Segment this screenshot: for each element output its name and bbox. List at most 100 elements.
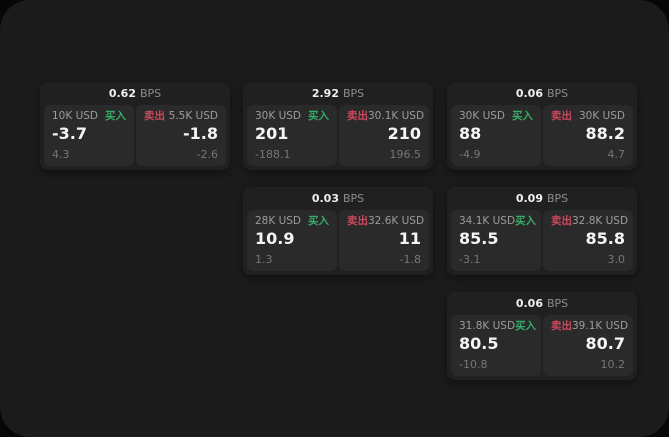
bps-unit-label: BPS (139, 87, 162, 100)
quote-card: 0.06 BPS 30K USD 买入 88 -4.9 卖出 30K USD 8… (447, 82, 637, 170)
buy-button[interactable]: 买入 (515, 320, 537, 332)
sell-panel-top: 卖出 5.5K USD (144, 110, 218, 123)
sell-amount-label: 32.8K USD (572, 215, 629, 227)
buy-panel[interactable]: 34.1K USD 买入 85.5 -3.1 (451, 210, 541, 271)
sell-price: -1.8 (183, 123, 218, 143)
bps-unit-label: BPS (546, 87, 569, 100)
quote-card: 0.03 BPS 28K USD 买入 10.9 1.3 卖出 32.6K US… (243, 187, 433, 275)
buy-panel-top: 28K USD 买入 (255, 215, 329, 228)
sell-panel[interactable]: 卖出 30.1K USD 210 196.5 (339, 105, 429, 166)
buy-sub-value: -3.1 (459, 252, 481, 266)
buy-amount-label: 28K USD (255, 215, 302, 227)
buy-panel[interactable]: 28K USD 买入 10.9 1.3 (247, 210, 337, 271)
bps-unit-label: BPS (546, 297, 569, 310)
sell-button[interactable]: 卖出 (347, 110, 368, 122)
sell-amount-label: 30.1K USD (368, 110, 425, 122)
bps-value: 0.62 (108, 87, 136, 100)
card-header: 0.09 BPS (447, 187, 637, 210)
sell-price: 85.8 (585, 228, 625, 248)
bps-value: 0.03 (311, 192, 339, 205)
sell-sub-value: 196.5 (389, 147, 422, 161)
quote-card: 0.62 BPS 10K USD 买入 -3.7 4.3 卖出 5.5K USD… (40, 82, 230, 170)
bps-value: 0.06 (515, 87, 543, 100)
bps-unit-label: BPS (342, 192, 365, 205)
quote-card: 2.92 BPS 30K USD 买入 201 -188.1 卖出 30.1K … (243, 82, 433, 170)
card-header: 0.06 BPS (447, 82, 637, 105)
sell-button[interactable]: 卖出 (144, 110, 165, 122)
sell-sub-value: -2.6 (196, 147, 218, 161)
sell-panel-top: 卖出 39.1K USD (551, 320, 629, 333)
buy-panel-top: 31.8K USD 买入 (459, 320, 537, 333)
sell-panel-top: 卖出 30.1K USD (347, 110, 425, 123)
card-body: 30K USD 买入 201 -188.1 卖出 30.1K USD 210 1… (243, 105, 433, 170)
buy-panel-top: 30K USD 买入 (255, 110, 329, 123)
card-body: 10K USD 买入 -3.7 4.3 卖出 5.5K USD -1.8 -2.… (40, 105, 230, 170)
card-header: 0.03 BPS (243, 187, 433, 210)
sell-sub-value: -1.8 (399, 252, 421, 266)
buy-price: -3.7 (52, 123, 87, 143)
buy-button[interactable]: 买入 (515, 215, 537, 227)
buy-panel[interactable]: 10K USD 买入 -3.7 4.3 (44, 105, 134, 166)
buy-panel[interactable]: 31.8K USD 买入 80.5 -10.8 (451, 315, 541, 376)
buy-amount-label: 10K USD (52, 110, 99, 122)
buy-price: 80.5 (459, 333, 499, 353)
sell-button[interactable]: 卖出 (551, 110, 572, 122)
buy-price: 85.5 (459, 228, 499, 248)
buy-button[interactable]: 买入 (105, 110, 126, 122)
sell-panel[interactable]: 卖出 5.5K USD -1.8 -2.6 (136, 105, 226, 166)
sell-panel[interactable]: 卖出 30K USD 88.2 4.7 (543, 105, 633, 166)
buy-panel[interactable]: 30K USD 买入 201 -188.1 (247, 105, 337, 166)
bps-value: 2.92 (311, 87, 339, 100)
sell-sub-value: 4.7 (607, 147, 626, 161)
sell-panel-top: 卖出 32.8K USD (551, 215, 629, 228)
sell-button[interactable]: 卖出 (347, 215, 368, 227)
sell-panel[interactable]: 卖出 32.6K USD 11 -1.8 (339, 210, 429, 271)
sell-button[interactable]: 卖出 (551, 215, 572, 227)
buy-price: 88 (459, 123, 482, 143)
buy-sub-value: -188.1 (255, 147, 291, 161)
bps-value: 0.09 (515, 192, 543, 205)
quote-card: 0.06 BPS 31.8K USD 买入 80.5 -10.8 卖出 39.1… (447, 292, 637, 380)
sell-panel-top: 卖出 32.6K USD (347, 215, 425, 228)
buy-price: 201 (255, 123, 289, 143)
sell-price: 210 (387, 123, 421, 143)
bps-value: 0.06 (515, 297, 543, 310)
quote-card: 0.09 BPS 34.1K USD 买入 85.5 -3.1 卖出 32.8K… (447, 187, 637, 275)
card-body: 30K USD 买入 88 -4.9 卖出 30K USD 88.2 4.7 (447, 105, 637, 170)
buy-sub-value: 4.3 (52, 147, 70, 161)
sell-price: 80.7 (585, 333, 625, 353)
sell-button[interactable]: 卖出 (551, 320, 572, 332)
buy-price: 10.9 (255, 228, 295, 248)
card-header: 0.06 BPS (447, 292, 637, 315)
buy-button[interactable]: 买入 (512, 110, 533, 122)
buy-panel-top: 34.1K USD 买入 (459, 215, 537, 228)
buy-panel[interactable]: 30K USD 买入 88 -4.9 (451, 105, 541, 166)
buy-panel-top: 10K USD 买入 (52, 110, 126, 123)
sell-amount-label: 32.6K USD (368, 215, 425, 227)
sell-price: 88.2 (585, 123, 625, 143)
buy-amount-label: 30K USD (255, 110, 302, 122)
buy-button[interactable]: 买入 (308, 110, 329, 122)
sell-sub-value: 10.2 (600, 357, 626, 371)
sell-price: 11 (398, 228, 421, 248)
buy-amount-label: 31.8K USD (459, 320, 516, 332)
buy-button[interactable]: 买入 (308, 215, 329, 227)
card-body: 34.1K USD 买入 85.5 -3.1 卖出 32.8K USD 85.8… (447, 210, 637, 275)
sell-sub-value: 3.0 (607, 252, 626, 266)
sell-amount-label: 39.1K USD (572, 320, 629, 332)
sell-amount-label: 5.5K USD (168, 110, 218, 122)
bps-unit-label: BPS (546, 192, 569, 205)
card-header: 0.62 BPS (40, 82, 230, 105)
card-body: 28K USD 买入 10.9 1.3 卖出 32.6K USD 11 -1.8 (243, 210, 433, 275)
buy-amount-label: 30K USD (459, 110, 506, 122)
sell-panel-top: 卖出 30K USD (551, 110, 625, 123)
sell-amount-label: 30K USD (578, 110, 625, 122)
buy-sub-value: -10.8 (459, 357, 488, 371)
card-body: 31.8K USD 买入 80.5 -10.8 卖出 39.1K USD 80.… (447, 315, 637, 380)
sell-panel[interactable]: 卖出 39.1K USD 80.7 10.2 (543, 315, 633, 376)
card-header: 2.92 BPS (243, 82, 433, 105)
sell-panel[interactable]: 卖出 32.8K USD 85.8 3.0 (543, 210, 633, 271)
buy-sub-value: 1.3 (255, 252, 273, 266)
buy-panel-top: 30K USD 买入 (459, 110, 533, 123)
